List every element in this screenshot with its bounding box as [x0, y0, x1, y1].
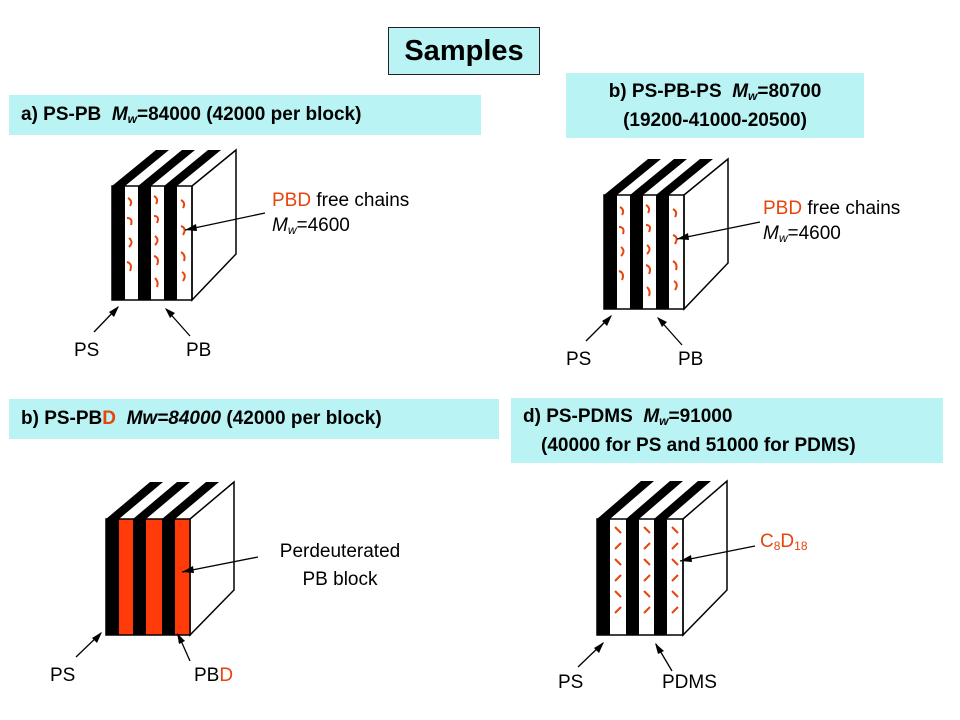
- annotation-b1: PBD free chains Mw=4600: [763, 196, 900, 246]
- annotation-b2-line1: Perdeuterated: [279, 541, 401, 562]
- label-d-ps: PS: [558, 672, 584, 693]
- caption-d-head: d) PS-PDMS: [523, 406, 633, 427]
- annotation-d: C8D18: [760, 531, 808, 553]
- annotation-b2-line2: PB block: [302, 569, 378, 590]
- annotation-b1-red: PBD: [763, 198, 803, 219]
- caption-d-line2: (40000 for PS and 51000 for PDMS): [541, 435, 856, 456]
- annotation-b1-mw-sub: w: [778, 231, 788, 245]
- caption-b2-head: b) PS-PB: [21, 408, 103, 429]
- sample-a-chains: [126, 195, 186, 288]
- annotation-d-c-sub: 8: [773, 539, 781, 553]
- page-title: Samples: [388, 27, 540, 75]
- annotation-a-red: PBD: [272, 190, 312, 211]
- label-b2-pbd: PBD: [194, 665, 233, 687]
- caption-b2-mw: Mw=84000: [126, 408, 222, 429]
- caption-b2-head-red: D: [102, 408, 117, 429]
- caption-a: a) PS-PB Mw=84000 (42000 per block): [9, 95, 481, 135]
- label-b2-pbd-pb: PB: [194, 665, 220, 686]
- caption-d-mw-symbol: M: [643, 406, 660, 427]
- annotation-a-mw-value: =4600: [296, 215, 350, 236]
- sample-d-dashes: [614, 526, 679, 614]
- sample-b2-block: [105, 480, 235, 637]
- label-b1-ps: PS: [566, 349, 592, 370]
- caption-b1: b) PS-PB-PS Mw=80700 (19200-41000-20500): [566, 73, 864, 138]
- label-b1-pb: PB: [678, 349, 704, 370]
- caption-b2-tail: (42000 per block): [226, 408, 382, 429]
- caption-d-mw-sub: w: [659, 414, 669, 428]
- caption-b1-line2: (19200-41000-20500): [623, 110, 807, 131]
- label-a-ps: PS: [74, 340, 100, 361]
- caption-a-mw-sub: w: [127, 112, 137, 126]
- caption-d: d) PS-PDMS Mw=91000 (40000 for PS and 51…: [511, 398, 943, 463]
- label-b2-ps: PS: [50, 665, 76, 686]
- sample-a-block: [111, 148, 237, 302]
- annotation-b1-mw-symbol: M: [763, 223, 779, 244]
- annotation-b1-text: free chains: [802, 198, 901, 219]
- label-a-pb: PB: [186, 340, 212, 361]
- annotation-a: PBD free chains Mw=4600: [272, 188, 409, 238]
- caption-b1-mw-symbol: M: [732, 81, 749, 102]
- sample-b1-block: [603, 157, 729, 311]
- caption-b1-mw-value: =80700: [757, 81, 822, 102]
- caption-a-mw-value: =84000: [136, 104, 201, 125]
- sample-b1-chains: [618, 204, 678, 297]
- caption-b2: b) PS-PBD Mw=84000 (42000 per block): [9, 399, 499, 439]
- caption-b1-mw-sub: w: [748, 89, 758, 103]
- annotation-a-mw-sub: w: [287, 223, 297, 237]
- caption-d-mw-value: =91000: [668, 406, 733, 427]
- annotation-a-text: free chains: [311, 190, 410, 211]
- caption-a-tail: (42000 per block): [206, 104, 362, 125]
- annotation-d-d: D: [780, 531, 795, 552]
- caption-b1-head: b) PS-PB-PS: [608, 81, 722, 102]
- annotation-d-c: C: [760, 531, 774, 552]
- label-d-pdms: PDMS: [662, 672, 717, 693]
- annotation-b2: Perdeuterated PB block: [260, 538, 420, 594]
- annotation-b1-mw-value: =4600: [787, 223, 841, 244]
- label-b2-pbd-d: D: [219, 665, 234, 686]
- annotation-d-d-sub: 18: [794, 539, 808, 553]
- caption-a-mw-symbol: M: [111, 104, 128, 125]
- caption-a-head: a) PS-PB: [21, 104, 102, 125]
- sample-d-block: [596, 479, 728, 637]
- annotation-a-mw-symbol: M: [272, 215, 288, 236]
